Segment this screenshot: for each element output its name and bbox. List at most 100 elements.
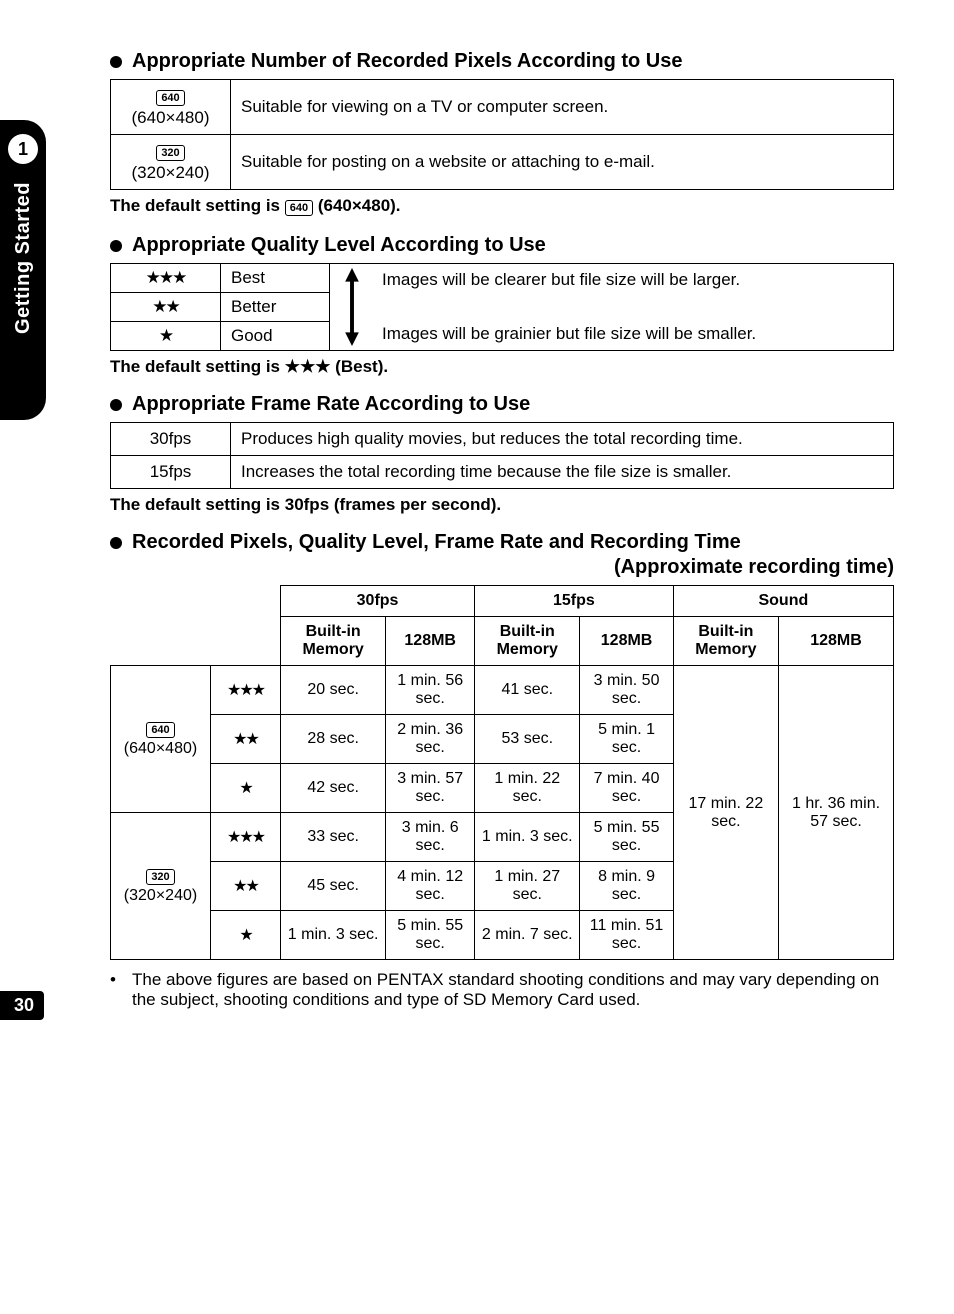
section1-default: The default setting is 640 (640×480). — [110, 196, 894, 218]
page-number: 30 — [0, 991, 44, 1020]
section3-title: Appropriate Frame Rate According to Use — [132, 393, 530, 416]
time-cell: 5 min. 55 sec. — [580, 813, 673, 862]
table-row: 15fps Increases the total recording time… — [111, 456, 894, 489]
col-header: Sound — [673, 586, 893, 617]
col-subheader: 128MB — [580, 617, 673, 666]
stars-cell: ★ — [211, 911, 281, 960]
quality-desc-top: Images will be clearer but file size wil… — [382, 270, 885, 290]
section2-default: The default setting is ★★★ (Best). — [110, 357, 894, 377]
time-cell: 3 min. 50 sec. — [580, 666, 673, 715]
time-cell: 8 min. 9 sec. — [580, 862, 673, 911]
time-cell: 3 min. 6 sec. — [386, 813, 475, 862]
fps-cell: 15fps — [111, 456, 231, 489]
bullet-icon — [110, 56, 122, 68]
section4-heading: Recorded Pixels, Quality Level, Frame Ra… — [110, 531, 894, 554]
res-badge: 640 — [146, 722, 174, 738]
quality-desc-bottom: Images will be grainier but file size wi… — [382, 324, 885, 344]
table-row: 30fps Produces high quality movies, but … — [111, 423, 894, 456]
sound-builtin-cell: 17 min. 22 sec. — [673, 666, 778, 960]
footnote: • The above figures are based on PENTAX … — [110, 970, 894, 1010]
section4-subtitle: (Approximate recording time) — [110, 556, 894, 579]
table-row: ★★★ Best — [111, 264, 330, 293]
res-text: (640×480) — [124, 740, 197, 757]
arrow-icon — [330, 264, 374, 350]
col-header: 15fps — [475, 586, 674, 617]
quality-label: Good — [221, 322, 330, 351]
col-subheader: Built-in Memory — [281, 617, 386, 666]
section2-title: Appropriate Quality Level According to U… — [132, 234, 546, 257]
time-cell: 1 min. 22 sec. — [475, 764, 580, 813]
res-badge: 320 — [156, 145, 184, 161]
time-cell: 1 min. 3 sec. — [475, 813, 580, 862]
time-cell: 11 min. 51 sec. — [580, 911, 673, 960]
stars-cell: ★ — [211, 764, 281, 813]
col-subheader: Built-in Memory — [673, 617, 778, 666]
res-group-cell: 320 (320×240) — [111, 813, 211, 960]
res-text: (320×240) — [124, 887, 197, 904]
stars-cell: ★★★ — [211, 813, 281, 862]
section1-heading: Appropriate Number of Recorded Pixels Ac… — [110, 50, 894, 73]
chapter-number: 1 — [8, 134, 38, 164]
time-cell: 7 min. 40 sec. — [580, 764, 673, 813]
recording-time-table: 30fps 15fps Sound Built-in Memory 128MB … — [110, 585, 894, 960]
time-cell: 33 sec. — [281, 813, 386, 862]
res-badge: 640 — [156, 90, 184, 106]
res-text: (320×240) — [132, 163, 210, 182]
res-group-cell: 640 (640×480) — [111, 666, 211, 813]
bullet-icon: • — [110, 970, 132, 1010]
stars-cell: ★★ — [211, 715, 281, 764]
chapter-label: Getting Started — [12, 182, 35, 334]
res-badge: 320 — [146, 869, 174, 885]
table-row: 30fps 15fps Sound — [111, 586, 894, 617]
stars-cell: ★★ — [211, 862, 281, 911]
stars-cell: ★★ — [111, 293, 221, 322]
section4-title: Recorded Pixels, Quality Level, Frame Ra… — [132, 531, 741, 554]
table-row: ★ Good — [111, 322, 330, 351]
resolution-cell: 320 (320×240) — [111, 135, 231, 190]
footnote-text: The above figures are based on PENTAX st… — [132, 970, 894, 1010]
desc-cell: Suitable for viewing on a TV or computer… — [231, 80, 894, 135]
table-row: 320 (320×240) Suitable for posting on a … — [111, 135, 894, 190]
quality-table: ★★★ Best ★★ Better ★ Good Images will be… — [110, 263, 894, 351]
time-cell: 53 sec. — [475, 715, 580, 764]
desc-cell: Increases the total recording time becau… — [231, 456, 894, 489]
time-cell: 5 min. 55 sec. — [386, 911, 475, 960]
time-cell: 4 min. 12 sec. — [386, 862, 475, 911]
bullet-icon — [110, 240, 122, 252]
table-row: 640 (640×480) Suitable for viewing on a … — [111, 80, 894, 135]
time-cell: 5 min. 1 sec. — [580, 715, 673, 764]
desc-cell: Suitable for posting on a website or att… — [231, 135, 894, 190]
section2-heading: Appropriate Quality Level According to U… — [110, 234, 894, 257]
time-cell: 1 min. 56 sec. — [386, 666, 475, 715]
time-cell: 41 sec. — [475, 666, 580, 715]
time-cell: 20 sec. — [281, 666, 386, 715]
res-text: (640×480) — [132, 108, 210, 127]
time-cell: 2 min. 7 sec. — [475, 911, 580, 960]
section3-heading: Appropriate Frame Rate According to Use — [110, 393, 894, 416]
bullet-icon — [110, 537, 122, 549]
stars-cell: ★★★ — [211, 666, 281, 715]
time-cell: 45 sec. — [281, 862, 386, 911]
col-subheader: Built-in Memory — [475, 617, 580, 666]
time-cell: 1 min. 3 sec. — [281, 911, 386, 960]
col-subheader: 128MB — [386, 617, 475, 666]
col-header: 30fps — [281, 586, 475, 617]
sound-128-cell: 1 hr. 36 min. 57 sec. — [779, 666, 894, 960]
quality-label: Better — [221, 293, 330, 322]
stars-cell: ★★★ — [111, 264, 221, 293]
pixels-table: 640 (640×480) Suitable for viewing on a … — [110, 79, 894, 190]
bullet-icon — [110, 399, 122, 411]
res-badge: 640 — [285, 200, 313, 216]
framerate-table: 30fps Produces high quality movies, but … — [110, 422, 894, 489]
table-row: 640 (640×480) ★★★ 20 sec. 1 min. 56 sec.… — [111, 666, 894, 715]
quality-label: Best — [221, 264, 330, 293]
time-cell: 1 min. 27 sec. — [475, 862, 580, 911]
stars-cell: ★ — [111, 322, 221, 351]
resolution-cell: 640 (640×480) — [111, 80, 231, 135]
time-cell: 28 sec. — [281, 715, 386, 764]
side-tab: 1 Getting Started — [0, 120, 46, 420]
time-cell: 3 min. 57 sec. — [386, 764, 475, 813]
time-cell: 42 sec. — [281, 764, 386, 813]
time-cell: 2 min. 36 sec. — [386, 715, 475, 764]
desc-cell: Produces high quality movies, but reduce… — [231, 423, 894, 456]
